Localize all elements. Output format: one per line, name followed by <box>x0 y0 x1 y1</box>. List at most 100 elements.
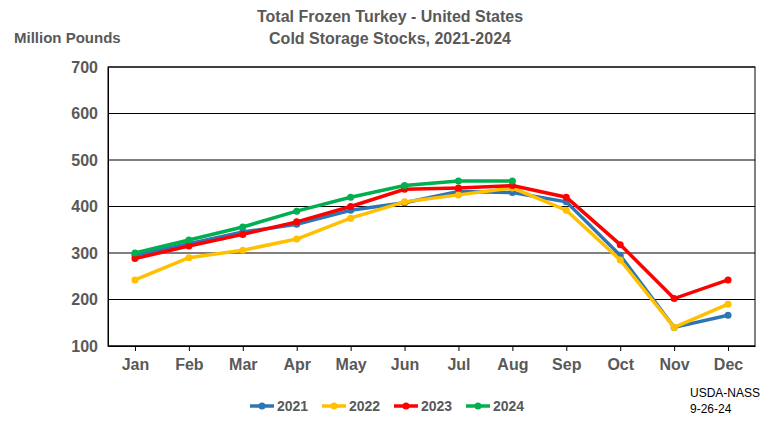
marker <box>671 324 678 331</box>
legend-marker <box>259 403 266 410</box>
series <box>131 177 515 256</box>
title: Total Frozen Turkey - United States <box>257 8 523 25</box>
series <box>131 182 731 302</box>
tick: Feb <box>175 346 204 373</box>
tick: Oct <box>607 346 634 373</box>
marker <box>563 194 570 201</box>
tick-mark <box>189 346 190 351</box>
tick: Apr <box>283 346 311 373</box>
line <box>135 188 728 328</box>
axis-line <box>109 346 756 347</box>
marker <box>401 198 408 205</box>
tick-label: Mar <box>229 356 257 373</box>
legend-label: 2024 <box>493 398 524 414</box>
tick: Mar <box>229 346 257 373</box>
tick: 500 <box>71 152 108 169</box>
series <box>131 188 731 331</box>
grid-line <box>108 160 755 161</box>
marker <box>239 247 246 254</box>
tick-mark <box>351 346 352 351</box>
plot-frame <box>108 67 755 346</box>
marker <box>293 236 300 243</box>
tick: Dec <box>714 346 743 373</box>
chart: Total Frozen Turkey - United StatesCold … <box>0 0 768 430</box>
tick-label: 500 <box>71 152 98 169</box>
marker <box>563 207 570 214</box>
tick-mark <box>135 346 136 351</box>
tick: Sep <box>552 346 582 373</box>
tick-label: Aug <box>497 356 528 373</box>
marker <box>293 208 300 215</box>
tick-label: Oct <box>607 356 634 373</box>
tick-mark <box>566 346 567 351</box>
y-axis: 100 200 300 400 500 600 700 <box>71 59 108 355</box>
marker <box>239 223 246 230</box>
legend: 2021 2022 2023 2024 <box>250 398 524 414</box>
series <box>131 184 731 331</box>
tick: Jul <box>447 346 470 373</box>
tick-mark <box>405 346 406 351</box>
marker <box>239 231 246 238</box>
tick-mark <box>728 346 729 351</box>
tick: 200 <box>71 291 108 308</box>
tick-label: 400 <box>71 198 98 215</box>
annotation: 9-26-24 <box>690 402 732 416</box>
tick: 400 <box>71 198 108 215</box>
y-axis-title: Million Pounds <box>14 29 121 46</box>
tick-mark <box>243 346 244 351</box>
tick: 300 <box>71 245 108 262</box>
tick-label: 300 <box>71 245 98 262</box>
legend-label: 2021 <box>277 398 308 414</box>
grid-line <box>108 206 755 207</box>
grid <box>108 67 755 346</box>
marker <box>617 241 624 248</box>
marker <box>185 236 192 243</box>
marker <box>347 203 354 210</box>
tick: 700 <box>71 59 108 76</box>
tick-mark <box>297 346 298 351</box>
tick-label: May <box>336 356 367 373</box>
legend-item: 2023 <box>394 398 452 414</box>
marker <box>347 194 354 201</box>
tick: Jan <box>122 346 150 373</box>
tick-label: 700 <box>71 59 98 76</box>
line <box>135 192 728 328</box>
annotation: USDA-NASS <box>690 386 760 400</box>
marker <box>401 182 408 189</box>
line <box>135 186 728 299</box>
x-axis: Jan Feb Mar Apr May Jun Jul Aug Sep Oct Nov Dec <box>109 346 756 373</box>
axis-line <box>108 68 109 347</box>
marker <box>185 254 192 261</box>
legend-item: 2022 <box>322 398 380 414</box>
marker <box>725 312 732 319</box>
marker <box>185 243 192 250</box>
marker <box>725 301 732 308</box>
tick-label: 600 <box>71 105 98 122</box>
tick: 600 <box>71 105 108 122</box>
marker <box>401 199 408 206</box>
marker <box>509 177 516 184</box>
marker <box>671 295 678 302</box>
marker <box>347 215 354 222</box>
legend-item: 2024 <box>466 398 524 414</box>
tick: 100 <box>71 338 108 355</box>
marker <box>455 184 462 191</box>
grid-line <box>108 299 755 300</box>
tick-label: Dec <box>714 356 743 373</box>
tick-label: 100 <box>71 338 98 355</box>
tick-mark <box>620 346 621 351</box>
marker <box>293 218 300 225</box>
legend-marker <box>403 403 410 410</box>
tick-label: Nov <box>660 356 690 373</box>
tick-mark <box>458 346 459 351</box>
tick: Jun <box>391 346 419 373</box>
marker <box>725 276 732 283</box>
tick-label: Jun <box>391 356 419 373</box>
marker <box>617 256 624 263</box>
tick: May <box>336 346 367 373</box>
grid-line <box>108 253 755 254</box>
marker <box>455 191 462 198</box>
tick-label: Jan <box>122 356 150 373</box>
marker <box>671 324 678 331</box>
legend-marker <box>331 403 338 410</box>
